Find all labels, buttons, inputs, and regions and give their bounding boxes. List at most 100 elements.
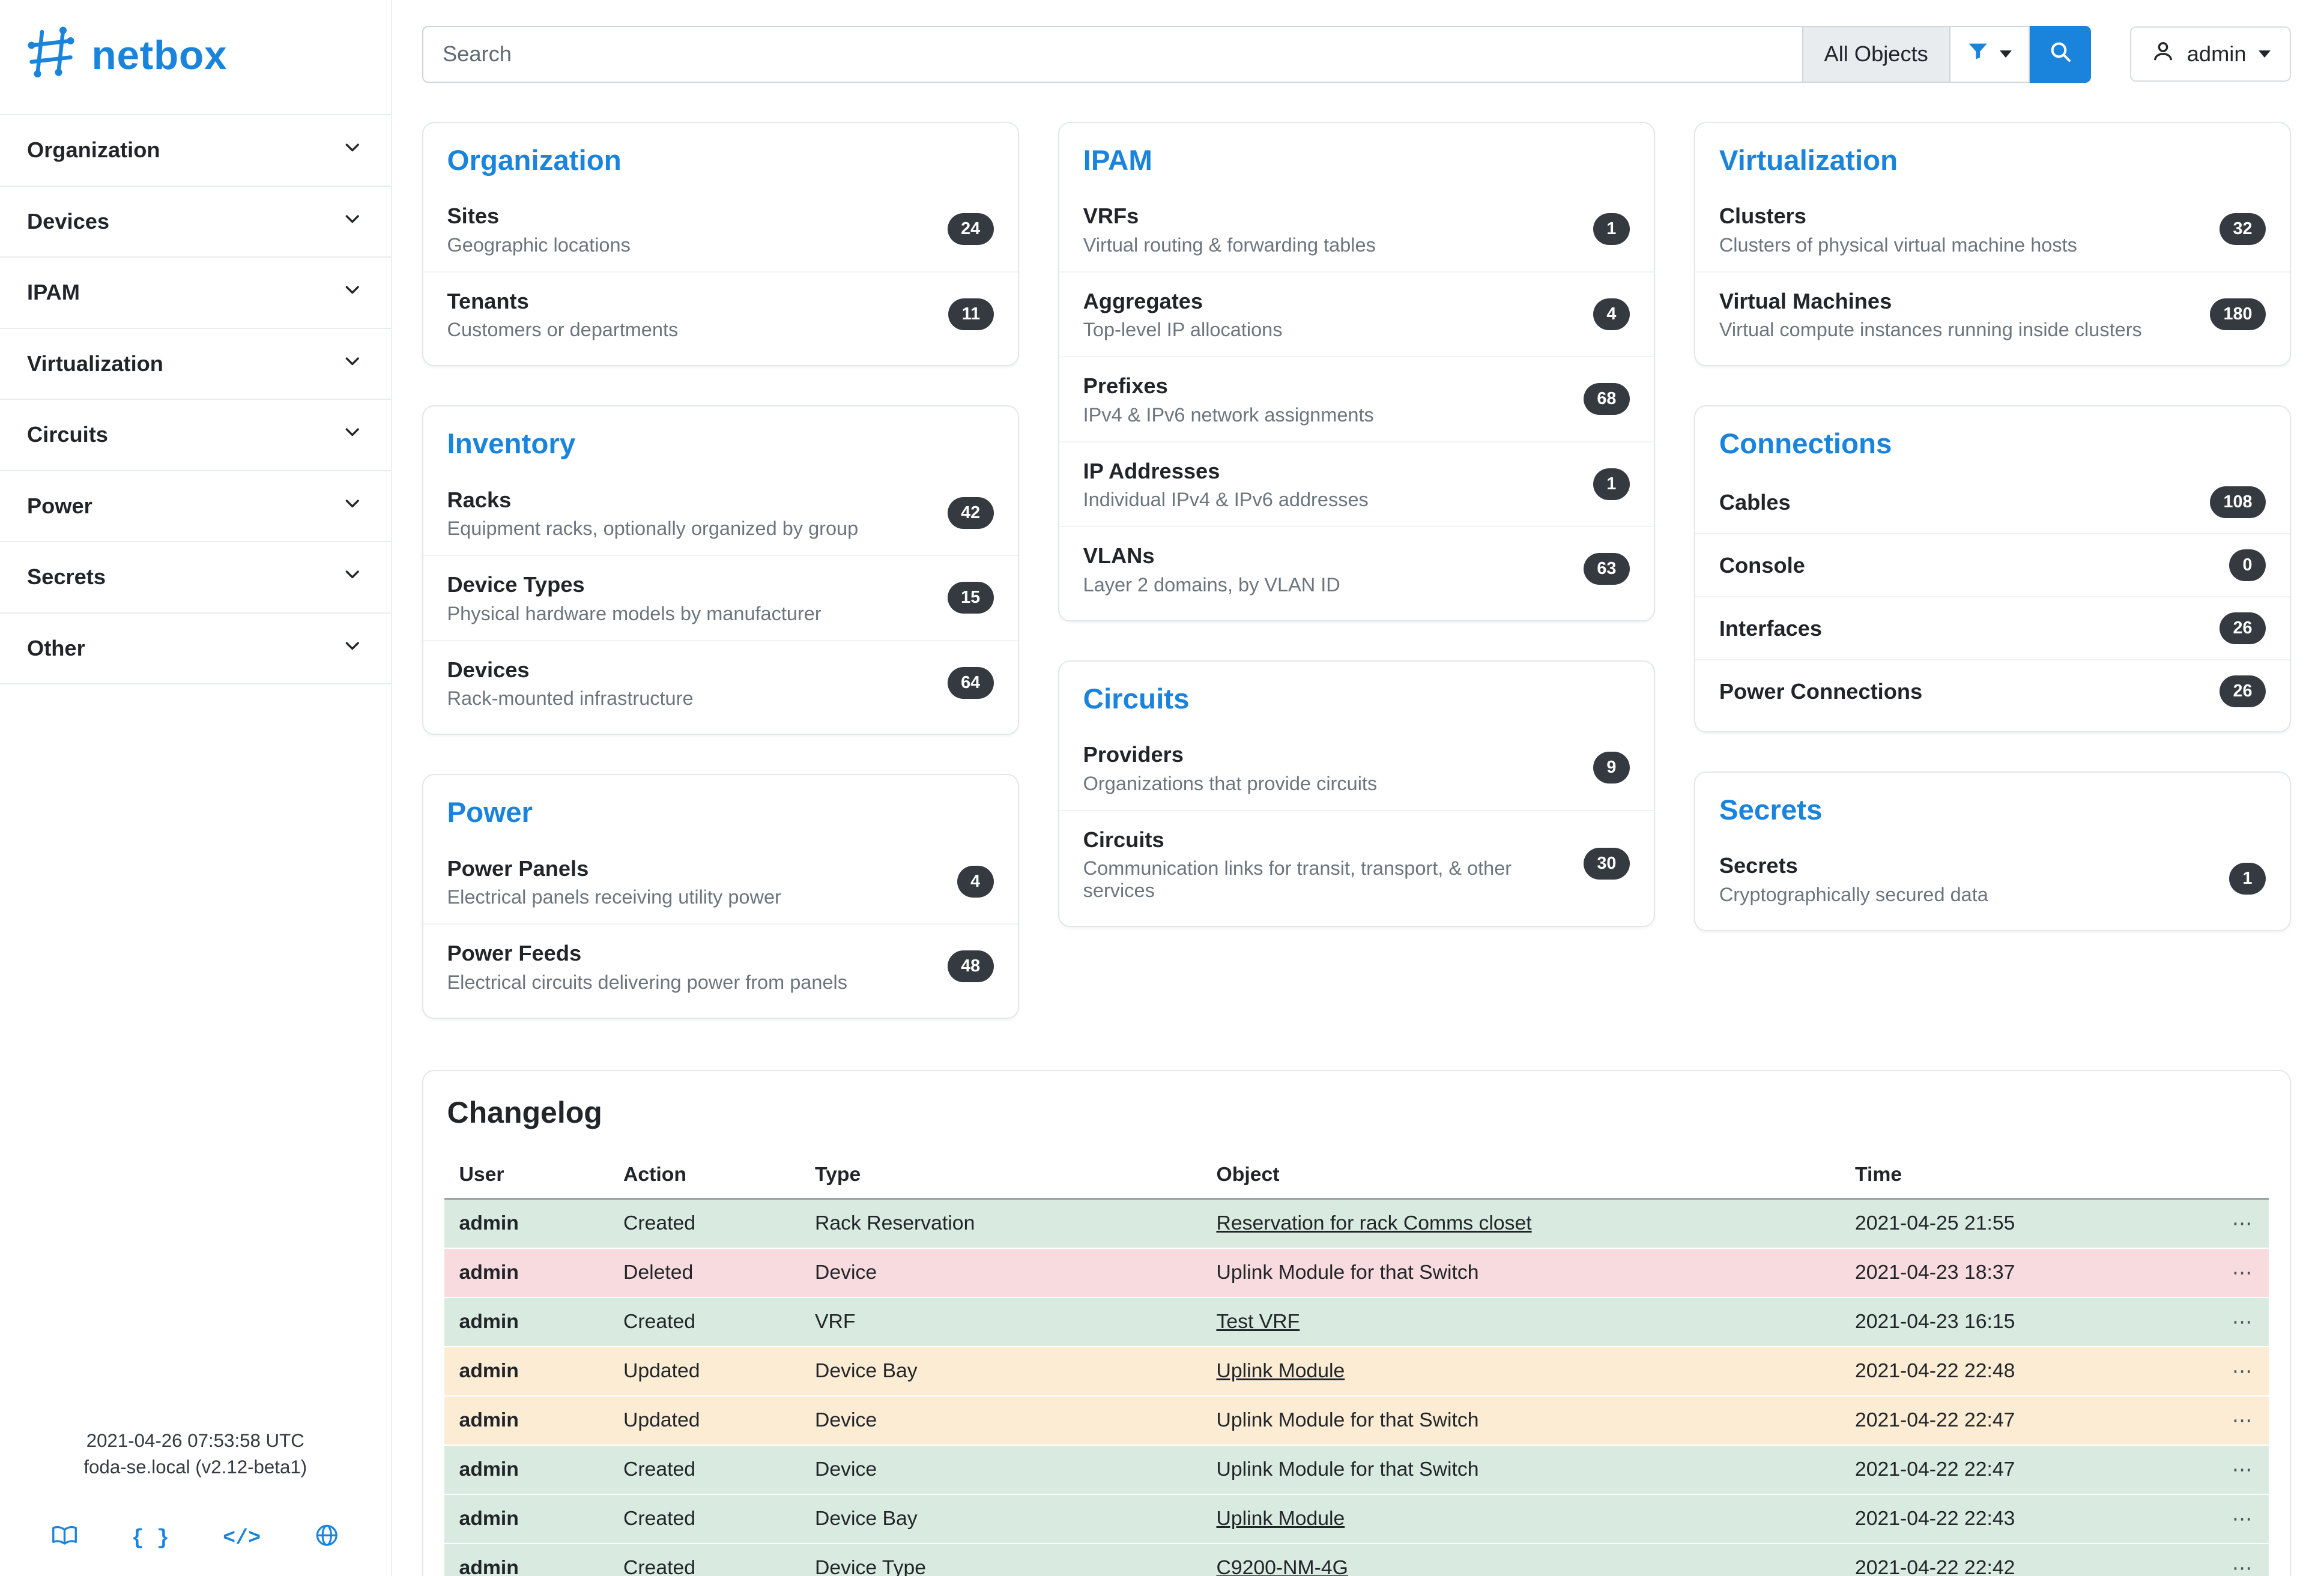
item-description: Equipment racks, optionally organized by… — [447, 518, 859, 540]
sidebar-item-virtualization[interactable]: Virtualization — [0, 329, 391, 400]
column-header-user: User — [444, 1151, 608, 1199]
item-link[interactable]: Power Connections — [1719, 679, 1922, 704]
globe-icon[interactable] — [314, 1523, 340, 1555]
dashboard-item-cables: Cables 108 — [1695, 471, 2290, 533]
item-link[interactable]: Console — [1719, 553, 1805, 578]
card-ipam: IPAM VRFs Virtual routing & forwarding t… — [1058, 122, 1655, 621]
search-input[interactable] — [422, 26, 1802, 83]
count-badge: 26 — [2220, 612, 2266, 644]
book-icon[interactable] — [51, 1523, 78, 1554]
dashboard-item-tenants: Tenants Customers or departments 11 — [423, 271, 1018, 357]
row-actions-button[interactable]: ⋯ — [2205, 1347, 2269, 1396]
cell-time: 2021-04-23 16:15 — [1840, 1297, 2205, 1347]
dashboard-item-vlans: VLANs Layer 2 domains, by VLAN ID 63 — [1059, 526, 1654, 611]
search-bar: All Objects — [422, 26, 2092, 83]
item-link[interactable]: Sites — [447, 204, 500, 229]
changelog-card: Changelog User Action Type Object Time — [422, 1070, 2292, 1576]
sidebar-item-ipam[interactable]: IPAM — [0, 258, 391, 329]
changelog-row: admin Created Rack Reservation Reservati… — [444, 1199, 2269, 1248]
changelog-object-link[interactable]: Uplink Module — [1216, 1507, 1345, 1530]
cell-user: admin — [444, 1445, 608, 1494]
sidebar-item-organization[interactable]: Organization — [0, 115, 391, 187]
count-badge: 108 — [2210, 486, 2266, 518]
row-actions-button[interactable]: ⋯ — [2205, 1544, 2269, 1576]
braces-icon[interactable]: { } — [132, 1524, 169, 1553]
changelog-row: admin Created Device Bay Uplink Module 2… — [444, 1494, 2269, 1544]
item-link[interactable]: Secrets — [1719, 853, 1798, 878]
item-link[interactable]: Power Feeds — [447, 941, 582, 966]
item-link[interactable]: Prefixes — [1083, 373, 1168, 399]
dashboard-column-3: Virtualization Clusters Clusters of phys… — [1694, 122, 2291, 931]
row-actions-button[interactable]: ⋯ — [2205, 1248, 2269, 1297]
cell-time: 2021-04-22 22:47 — [1840, 1396, 2205, 1445]
changelog-object-text: Uplink Module for that Switch — [1216, 1408, 1478, 1431]
item-description: Electrical panels receiving utility powe… — [447, 886, 781, 908]
item-link[interactable]: Device Types — [447, 572, 585, 597]
sidebar-item-circuits[interactable]: Circuits — [0, 400, 391, 471]
item-description: Virtual routing & forwarding tables — [1083, 234, 1376, 256]
dashboard-item-secrets: Secrets Cryptographically secured data 1 — [1695, 837, 2290, 921]
dashboard-item-devices: Devices Rack-mounted infrastructure 64 — [423, 640, 1018, 725]
card-inventory: Inventory Racks Equipment racks, optiona… — [422, 405, 1019, 735]
item-link[interactable]: Power Panels — [447, 856, 589, 881]
changelog-row: admin Created Device Uplink Module for t… — [444, 1445, 2269, 1494]
row-actions-button[interactable]: ⋯ — [2205, 1445, 2269, 1494]
cell-time: 2021-04-22 22:47 — [1840, 1445, 2205, 1494]
cell-type: Device — [800, 1248, 1201, 1297]
dashboard-item-virtual-machines: Virtual Machines Virtual compute instanc… — [1695, 271, 2290, 357]
changelog-object-link[interactable]: Test VRF — [1216, 1310, 1300, 1333]
item-link[interactable]: VRFs — [1083, 204, 1139, 229]
item-link[interactable]: Tenants — [447, 289, 529, 314]
item-link[interactable]: Racks — [447, 488, 512, 513]
code-icon[interactable]: </> — [223, 1524, 261, 1553]
count-badge: 48 — [948, 950, 994, 982]
item-description: Layer 2 domains, by VLAN ID — [1083, 574, 1340, 596]
row-actions-button[interactable]: ⋯ — [2205, 1297, 2269, 1347]
row-actions-button[interactable]: ⋯ — [2205, 1199, 2269, 1248]
search-button[interactable] — [2030, 26, 2092, 83]
cell-action: Deleted — [608, 1248, 800, 1297]
server-hostname: foda-se.local (v2.12-beta1) — [9, 1454, 382, 1481]
item-description: Cryptographically secured data — [1719, 884, 1988, 906]
user-menu-button[interactable]: admin — [2130, 26, 2291, 82]
chevron-down-icon — [341, 563, 364, 591]
dashboard-item-power-panels: Power Panels Electrical panels receiving… — [423, 840, 1018, 924]
item-link[interactable]: Aggregates — [1083, 289, 1203, 314]
sidebar-item-secrets[interactable]: Secrets — [0, 542, 391, 614]
sidebar-item-label: Devices — [27, 209, 109, 234]
changelog-object-link[interactable]: Uplink Module — [1216, 1359, 1345, 1382]
cell-time: 2021-04-23 18:37 — [1840, 1248, 2205, 1297]
card-organization: Organization Sites Geographic locations … — [422, 122, 1019, 367]
changelog-object-link[interactable]: Reservation for rack Comms closet — [1216, 1212, 1531, 1234]
item-link[interactable]: Clusters — [1719, 204, 1806, 229]
sidebar-item-label: Secrets — [27, 564, 106, 590]
item-link[interactable]: Devices — [447, 657, 530, 683]
filter-button[interactable] — [1949, 26, 2030, 83]
item-link[interactable]: Providers — [1083, 742, 1184, 767]
cell-action: Updated — [608, 1396, 800, 1445]
sidebar-item-other[interactable]: Other — [0, 614, 391, 685]
changelog-object-link[interactable]: C9200-NM-4G — [1216, 1556, 1348, 1576]
search-scope-button[interactable]: All Objects — [1802, 26, 1949, 83]
sidebar-item-devices[interactable]: Devices — [0, 187, 391, 258]
changelog-row: admin Created VRF Test VRF 2021-04-23 16… — [444, 1297, 2269, 1347]
sidebar-item-power[interactable]: Power — [0, 471, 391, 543]
netbox-logo-icon — [24, 26, 78, 86]
item-link[interactable]: Circuits — [1083, 827, 1164, 853]
count-badge: 1 — [1593, 468, 1630, 500]
row-actions-button[interactable]: ⋯ — [2205, 1396, 2269, 1445]
netbox-logo[interactable]: netbox — [0, 0, 391, 114]
item-link[interactable]: IP Addresses — [1083, 459, 1220, 484]
column-header-time: Time — [1840, 1151, 2205, 1199]
item-link[interactable]: Interfaces — [1719, 616, 1822, 641]
chevron-down-icon — [341, 421, 364, 449]
row-actions-button[interactable]: ⋯ — [2205, 1494, 2269, 1544]
funnel-icon — [1967, 40, 1990, 68]
item-description: Clusters of physical virtual machine hos… — [1719, 234, 2077, 256]
item-link[interactable]: VLANs — [1083, 543, 1155, 569]
count-badge: 30 — [1584, 848, 1630, 880]
changelog-table: User Action Type Object Time admin Creat… — [444, 1151, 2269, 1576]
item-link[interactable]: Virtual Machines — [1719, 289, 1892, 314]
item-description: Customers or departments — [447, 319, 679, 341]
item-link[interactable]: Cables — [1719, 490, 1791, 515]
